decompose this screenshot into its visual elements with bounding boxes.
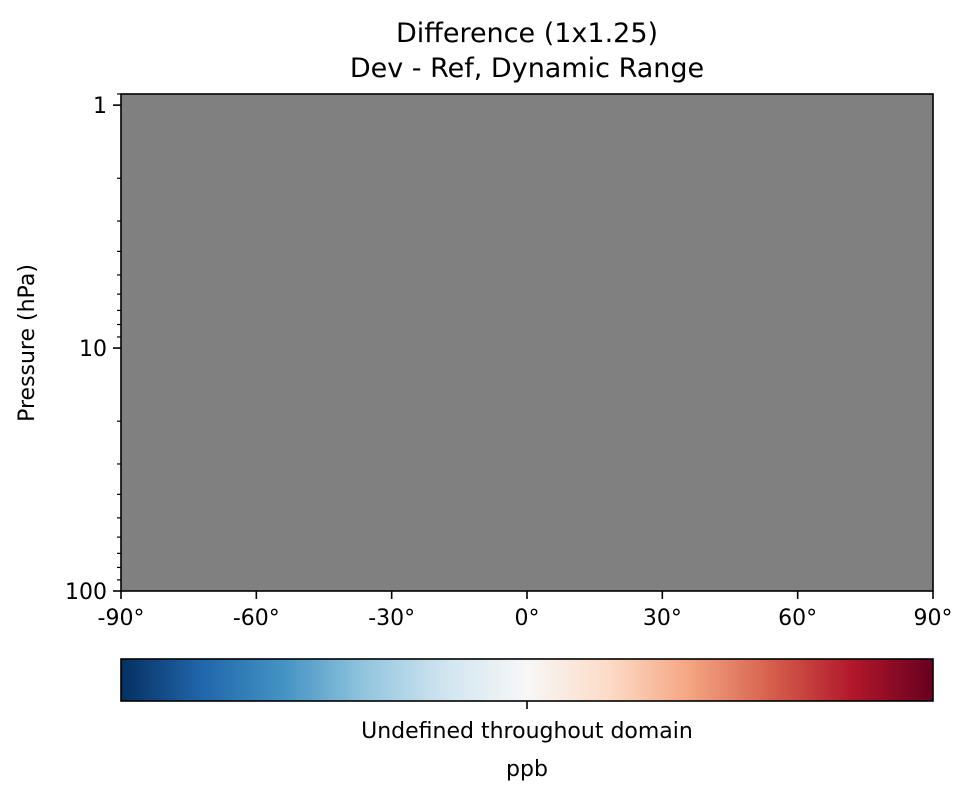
chart-title: Difference (1x1.25) <box>396 18 658 49</box>
colorbar-units: ppb <box>506 757 548 782</box>
chart-subtitle: Dev - Ref, Dynamic Range <box>350 53 704 84</box>
y-tick-label: 1 <box>93 94 107 119</box>
x-axis: -90° -60° -30° 0° 30° 60° 90° <box>98 591 953 631</box>
x-tick-label: 90° <box>914 606 953 631</box>
x-tick-label: 30° <box>643 606 682 631</box>
x-tick-label: -90° <box>98 606 145 631</box>
x-tick-label: 60° <box>778 606 817 631</box>
x-tick-label: -30° <box>368 606 415 631</box>
y-tick-label: 100 <box>65 580 107 605</box>
y-axis: 1 10 100 <box>65 93 121 605</box>
colorbar <box>121 659 933 701</box>
y-tick-label: 10 <box>79 337 107 362</box>
y-axis-label: Pressure (hPa) <box>15 264 40 422</box>
x-tick-label: 0° <box>515 606 540 631</box>
x-tick-label: -60° <box>233 606 280 631</box>
plot-field <box>121 94 933 591</box>
colorbar-label: Undefined throughout domain <box>361 719 693 744</box>
